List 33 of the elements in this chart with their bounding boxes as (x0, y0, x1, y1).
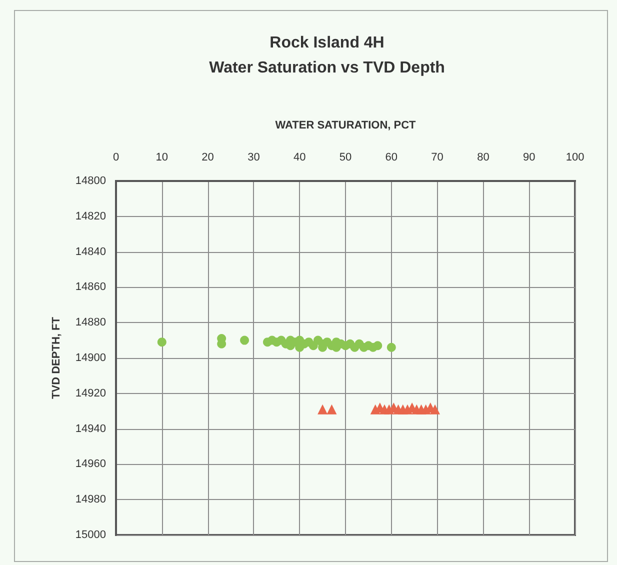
y-tick-label: 14920 (75, 387, 106, 400)
x-tick-label: 40 (293, 152, 306, 164)
x-tick-label: 50 (339, 152, 352, 164)
point (373, 341, 382, 350)
point (240, 336, 250, 345)
y-axis-title: TVD DEPTH, FT (50, 316, 62, 399)
y-tick-label: 14880 (75, 316, 106, 329)
y-tick-label: 14820 (75, 210, 106, 222)
chart-subtitle: Water Saturation vs TVD Depth (209, 60, 445, 76)
x-tick-label: 80 (477, 152, 490, 164)
y-tick-label: 14800 (75, 175, 106, 187)
point (157, 338, 166, 347)
chart-title: Rock Island 4H (270, 34, 384, 52)
y-tick-label: 14900 (75, 352, 106, 364)
point (318, 404, 328, 414)
y-tick-label: 14940 (75, 422, 106, 435)
x-tick-label: 30 (248, 152, 260, 164)
x-tick-label: 60 (385, 152, 398, 164)
y-tick-label: 14840 (75, 246, 106, 258)
point (326, 404, 337, 414)
y-tick-label: 15000 (75, 529, 106, 541)
x-axis-title: WATER SATURATION, PCT (275, 120, 416, 132)
y-tick-label: 14980 (75, 494, 106, 506)
x-tick-label: 0 (112, 152, 120, 164)
x-tick-label: 20 (202, 152, 214, 164)
point (386, 342, 396, 352)
x-tick-label: 10 (156, 152, 168, 164)
x-tick-label: 70 (431, 152, 444, 164)
y-tick-label: 14960 (75, 458, 106, 470)
y-tick-label: 14860 (75, 281, 106, 294)
x-tick-label: 90 (522, 152, 536, 164)
point (430, 404, 440, 414)
x-tick-label: 100 (566, 152, 584, 164)
